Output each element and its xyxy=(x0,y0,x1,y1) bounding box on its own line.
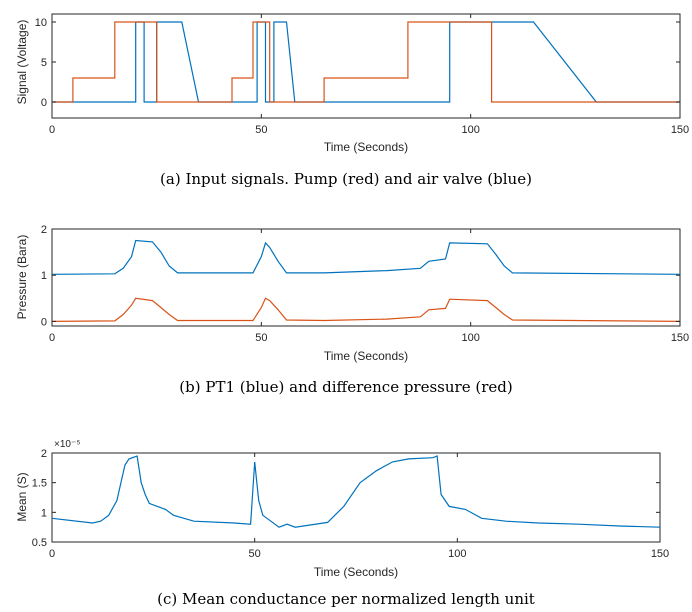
panel-c-ticks: 0 50 100 150 0.5 1 1.5 2 xyxy=(32,448,669,560)
panel-a-ytick-label: 10 xyxy=(35,17,47,29)
panel-b: 0 50 100 150 0 1 2 Time (Seconds) Pressure (Ba… xyxy=(15,224,689,396)
panel-a-series xyxy=(52,21,680,103)
panel-a-ytick-label: 0 xyxy=(41,97,47,109)
panel-a-xtick-label: 0 xyxy=(49,124,55,136)
panel-c-series-line-0 xyxy=(51,455,661,528)
panel-a-xlabel: Time (Seconds) xyxy=(324,140,408,154)
panel-c-xtick-label: 0 xyxy=(49,548,55,560)
panel-c-xtick-label: 150 xyxy=(651,548,669,560)
panel-a-series-line-1 xyxy=(52,21,680,103)
panel-a-axes-box xyxy=(51,13,681,119)
panel-b-series-line-0 xyxy=(51,239,681,275)
panel-b-ytick-label: 0 xyxy=(41,316,47,328)
panel-c-ytick-label: 1 xyxy=(41,507,47,519)
panel-c-xlabel: Time (Seconds) xyxy=(314,565,398,579)
panel-a-ytick-label: 5 xyxy=(41,57,47,69)
panel-a-ylabel: Signal (Voltage) xyxy=(15,20,29,105)
panel-a-xtick-label: 100 xyxy=(461,124,479,136)
panel-c-axes-box xyxy=(51,452,661,543)
panel-b-caption: (b) PT1 (blue) and difference pressure (… xyxy=(179,378,512,396)
panel-a: 0 50 100 150 0 5 10 Time (Seconds) Signal (Vol… xyxy=(15,13,689,188)
panel-b-series-line-1 xyxy=(51,297,681,322)
panel-c-ytick-label: 1.5 xyxy=(32,478,47,490)
panel-a-series-line-0 xyxy=(52,21,680,103)
panel-b-xtick-label: 0 xyxy=(49,332,55,344)
panel-b-ytick-label: 1 xyxy=(41,270,47,282)
panel-c-exponent-label: ×10⁻⁵ xyxy=(54,439,80,450)
panel-c-xtick-label: 100 xyxy=(448,548,466,560)
panel-b-axes-box xyxy=(51,228,681,327)
panel-b-xlabel: Time (Seconds) xyxy=(324,349,408,363)
panel-c-series xyxy=(51,455,661,528)
panel-b-xtick-label: 150 xyxy=(671,332,689,344)
panel-b-ylabel: Pressure (Bara) xyxy=(15,235,29,320)
panel-a-xtick-label: 50 xyxy=(255,124,267,136)
panel-c-ylabel: Mean (S) xyxy=(15,472,29,521)
panel-a-ticks: 0 50 100 150 0 5 10 xyxy=(35,14,689,136)
panel-b-ytick-label: 2 xyxy=(41,224,47,236)
panel-b-xtick-label: 100 xyxy=(461,332,479,344)
panel-c-xtick-label: 50 xyxy=(249,548,261,560)
panel-b-xtick-label: 50 xyxy=(255,332,267,344)
panel-c: 0 50 100 150 0.5 1 1.5 2 ×10⁻⁵ Time (Seconds) M… xyxy=(15,439,669,608)
panel-a-caption: (a) Input signals. Pump (red) and air va… xyxy=(160,170,532,188)
panel-b-series xyxy=(51,239,681,322)
panel-b-ticks: 0 50 100 150 0 1 2 xyxy=(41,224,689,344)
panel-a-xtick-label: 150 xyxy=(671,124,689,136)
panel-c-ytick-label: 0.5 xyxy=(32,537,47,549)
panel-c-caption: (c) Mean conductance per normalized leng… xyxy=(157,590,535,608)
panel-c-ytick-label: 2 xyxy=(41,448,47,460)
